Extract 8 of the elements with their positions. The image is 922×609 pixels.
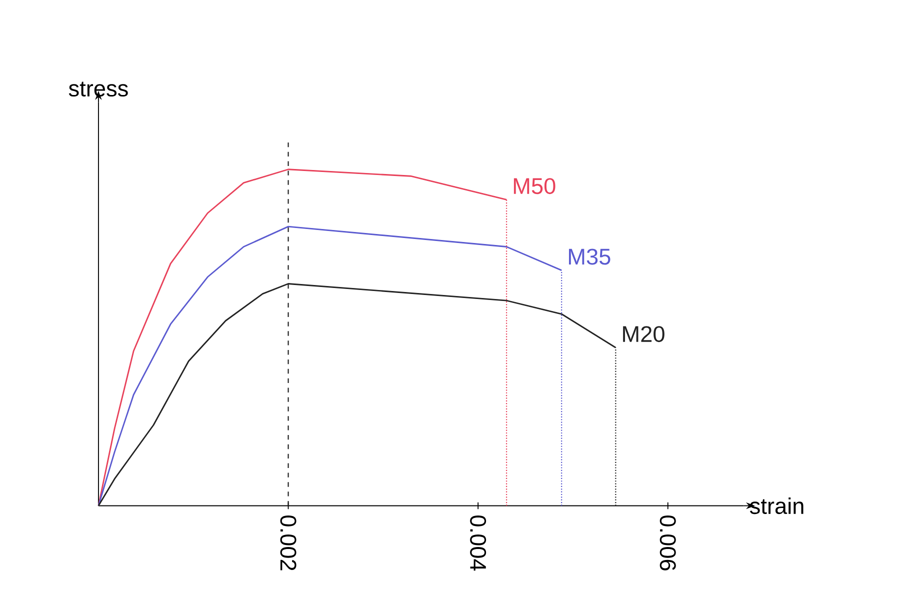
- x-tick-label: 0.002: [280, 516, 296, 570]
- series-label: M50: [514, 178, 556, 194]
- x-tick-label: 0.006: [660, 516, 676, 570]
- x-tick-label: 0.004: [470, 516, 486, 571]
- series-label: M35: [568, 248, 610, 265]
- series-label: M20: [623, 326, 664, 342]
- y-axis-title: stress: [68, 82, 128, 97]
- x-axis-title: strain: [750, 498, 804, 514]
